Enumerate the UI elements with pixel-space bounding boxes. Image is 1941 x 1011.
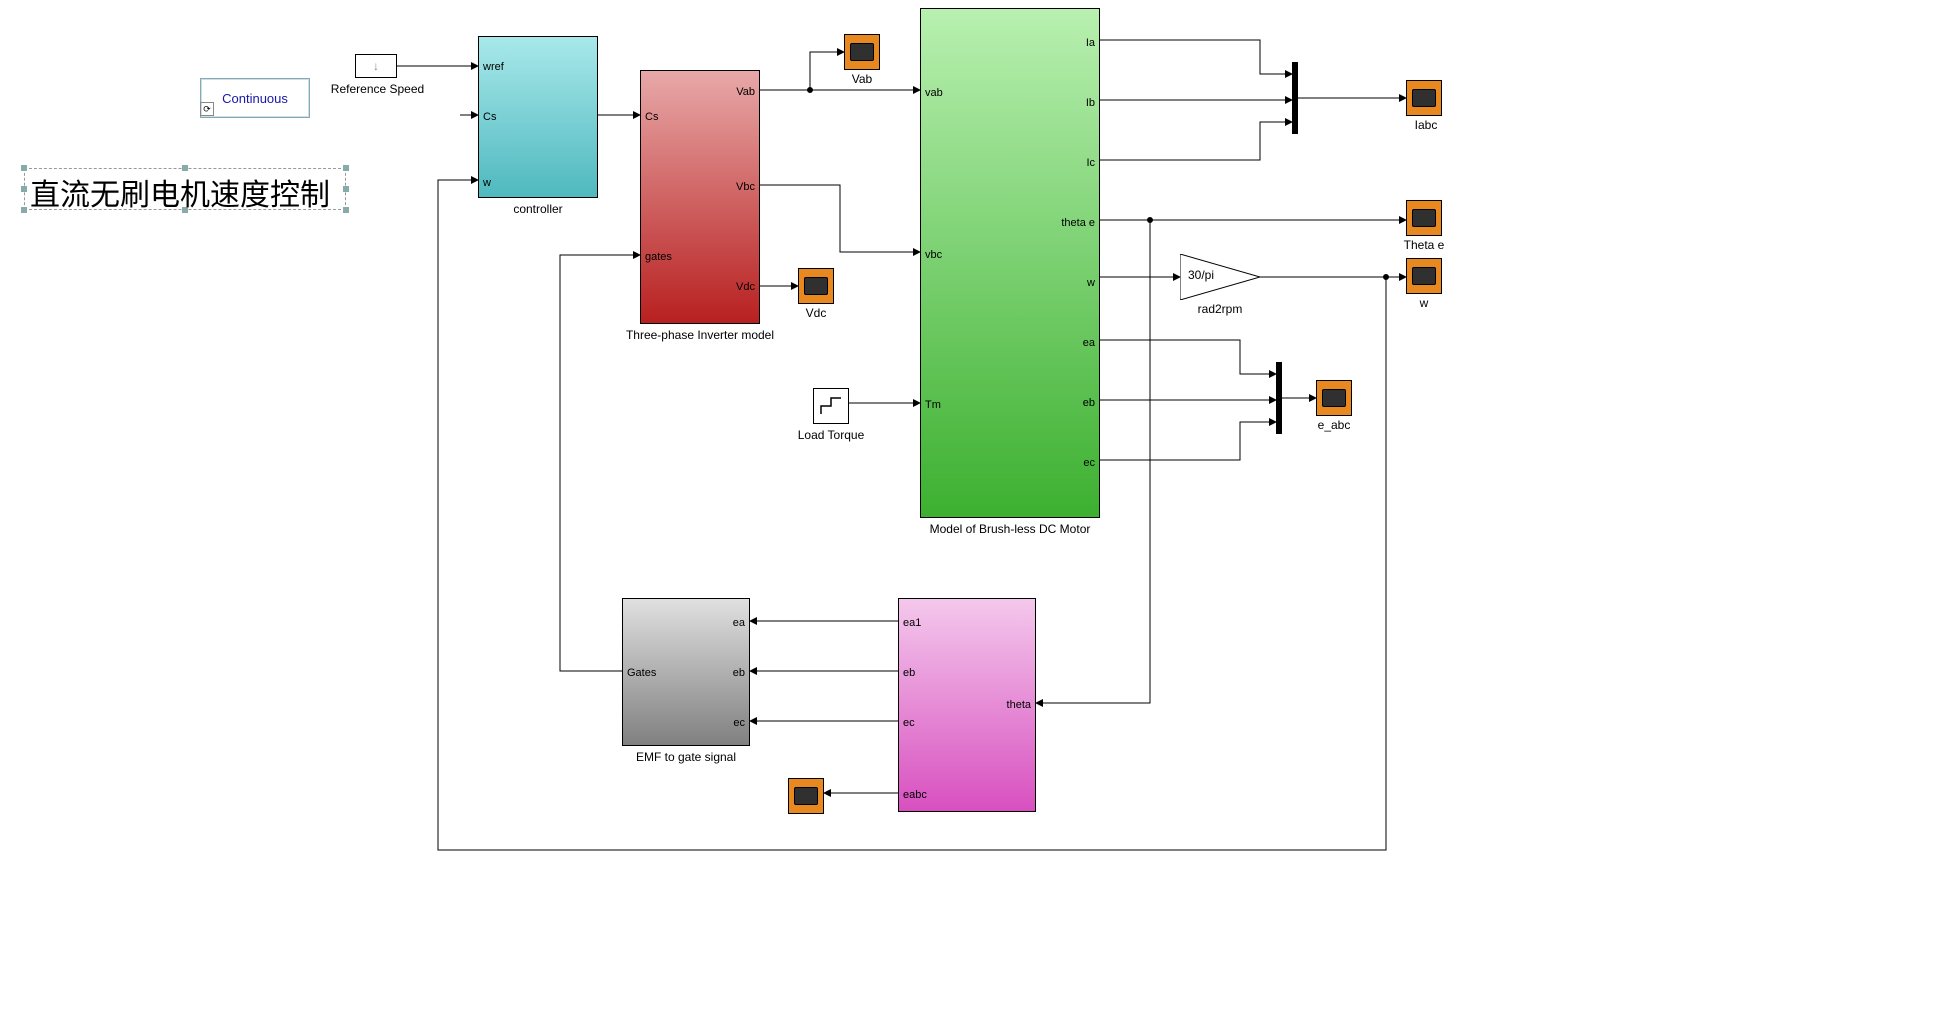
powergui-icon: ⟳ (200, 102, 214, 116)
scope-eabc[interactable] (1316, 380, 1352, 416)
controller-label: controller (478, 202, 598, 216)
emf-block[interactable]: Gates ea eb ec (622, 598, 750, 746)
motor-port-eb: eb (1083, 397, 1095, 409)
emf-port-ec: ec (733, 717, 745, 729)
reference-speed-block[interactable]: ↓ (355, 54, 397, 78)
gain-sublabel: rad2rpm (1180, 302, 1260, 316)
motor-port-w: w (1087, 277, 1095, 289)
motor-block[interactable]: vab vbc Tm Ia Ib Ic theta e w ea eb ec (920, 8, 1100, 518)
emf-port-eb: eb (733, 667, 745, 679)
scope-iabc-label: Iabc (1406, 118, 1446, 132)
emf-label: EMF to gate signal (622, 750, 750, 764)
inverter-block[interactable]: Cs gates Vab Vbc Vdc (640, 70, 760, 324)
motor-port-vab: vab (925, 87, 943, 99)
emf-gen-block[interactable]: ea1 eb ec eabc theta (898, 598, 1036, 812)
emfgen-port-theta: theta (1007, 699, 1031, 711)
inverter-port-cs: Cs (645, 111, 658, 123)
motor-port-tm: Tm (925, 399, 941, 411)
motor-port-ib: Ib (1086, 97, 1095, 109)
motor-port-ic: Ic (1086, 157, 1095, 169)
motor-label: Model of Brush-less DC Motor (920, 522, 1100, 536)
controller-port-wref: wref (483, 61, 504, 73)
controller-block[interactable]: wref Cs w (478, 36, 598, 198)
motor-port-ia: Ia (1086, 37, 1095, 49)
emfgen-port-ea1: ea1 (903, 617, 921, 629)
emfgen-port-eb: eb (903, 667, 915, 679)
inverter-port-gates: gates (645, 251, 672, 263)
inverter-port-vbc: Vbc (736, 181, 755, 193)
scope-vab-label: Vab (844, 72, 880, 86)
gain-label: 30/pi (1188, 268, 1214, 282)
down-arrow-icon: ↓ (373, 59, 379, 73)
inverter-port-vdc: Vdc (736, 281, 755, 293)
scope-vdc-label: Vdc (798, 306, 834, 320)
scope-eabc-label: e_abc (1310, 418, 1358, 432)
reference-speed-label: Reference Speed (330, 82, 425, 96)
controller-port-w: w (483, 177, 491, 189)
scope-theta[interactable] (1406, 200, 1442, 236)
emfgen-port-ec: ec (903, 717, 915, 729)
scope-theta-label: Theta e (1398, 238, 1450, 252)
powergui-block[interactable]: Continuous (200, 78, 310, 118)
scope-w[interactable] (1406, 258, 1442, 294)
scope-eabc-bottom[interactable] (788, 778, 824, 814)
motor-port-theta: theta e (1061, 217, 1095, 229)
scope-vdc[interactable] (798, 268, 834, 304)
motor-port-ec: ec (1083, 457, 1095, 469)
inverter-label: Three-phase Inverter model (610, 328, 790, 342)
diagram-title: 直流无刷电机速度控制 (30, 170, 330, 214)
scope-iabc[interactable] (1406, 80, 1442, 116)
mux-eabc[interactable] (1276, 362, 1282, 434)
motor-port-vbc: vbc (925, 249, 942, 261)
emf-port-gates: Gates (627, 667, 656, 679)
emfgen-port-eabc: eabc (903, 789, 927, 801)
scope-vab[interactable] (844, 34, 880, 70)
inverter-port-vab: Vab (736, 86, 755, 98)
motor-port-ea: ea (1083, 337, 1095, 349)
scope-w-label: w (1406, 296, 1442, 310)
controller-port-cs: Cs (483, 111, 496, 123)
load-torque-block[interactable] (813, 388, 849, 424)
mux-iabc[interactable] (1292, 62, 1298, 134)
emf-port-ea: ea (733, 617, 745, 629)
powergui-label: Continuous (222, 91, 288, 106)
load-torque-label: Load Torque (795, 428, 867, 442)
